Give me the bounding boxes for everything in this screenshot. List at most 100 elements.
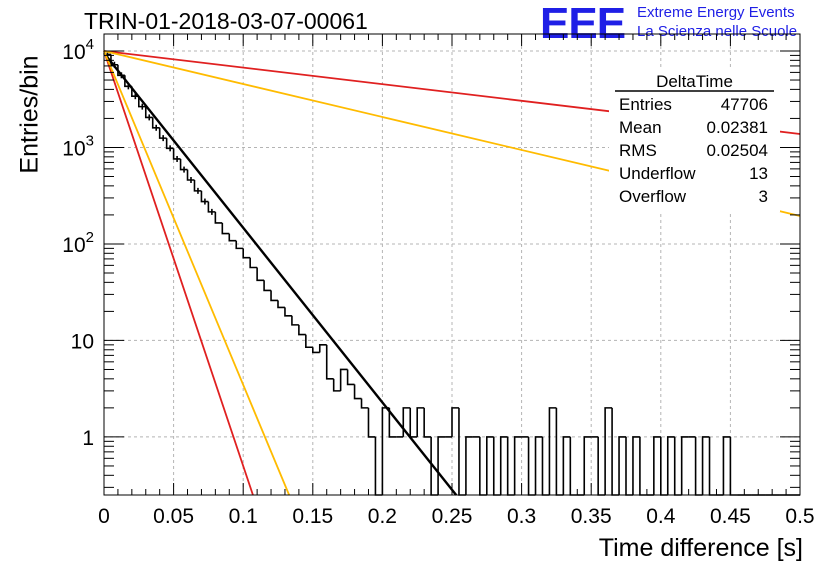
histogram-bin	[325, 344, 334, 380]
x-tick-label: 0.4	[646, 505, 676, 528]
x-axis-label: Time difference [s]	[598, 534, 803, 562]
histogram-bin	[583, 436, 592, 495]
stats-box-bg	[609, 70, 780, 212]
logo-caption: Extreme Energy Events La Scienza nelle S…	[637, 3, 797, 41]
histogram-bin	[639, 436, 647, 496]
histogram-bin	[569, 436, 578, 496]
histogram-bin	[722, 436, 731, 495]
histogram-bin	[374, 436, 383, 496]
stats-label: Underflow	[619, 164, 696, 183]
axes-ticks: 0 0.05 0.1 0.15 0.2 0.25 0.3 0.35 0.4 0.45 0.5 1 10 1…	[62, 34, 815, 528]
histogram-bin	[110, 54, 118, 66]
stats-value: 0.02504	[707, 141, 768, 160]
histogram-bin	[318, 344, 327, 353]
x-tick-label: 0.1	[229, 505, 258, 528]
x-tick-label: 0.5	[785, 505, 814, 528]
histogram-bin	[388, 407, 397, 438]
histogram-bin	[305, 334, 313, 349]
histogram-bin	[534, 436, 543, 495]
eee-logo: EEE	[540, 0, 626, 48]
stats-label: Overflow	[619, 187, 687, 206]
histogram-bin	[527, 436, 536, 496]
histogram-bin	[618, 436, 626, 495]
histogram-bin	[138, 96, 146, 108]
histogram-bin	[653, 436, 661, 495]
histogram-bin	[165, 138, 174, 150]
histogram-bin	[207, 201, 216, 213]
histogram-bin	[381, 407, 390, 495]
histogram-bin	[666, 436, 675, 495]
fit-line	[103, 52, 458, 496]
y-tick-label: 102	[62, 229, 94, 257]
x-tick-label: 0.05	[153, 505, 194, 528]
histogram-bin	[701, 436, 710, 495]
histogram-bin	[221, 222, 230, 235]
histogram-bin	[555, 407, 564, 496]
y-tick-label: 104	[62, 36, 94, 64]
histogram-bin	[332, 378, 341, 392]
histogram-bin	[277, 300, 285, 309]
histogram-bin	[562, 436, 571, 495]
histogram-bin	[541, 436, 550, 496]
histogram-bin	[360, 398, 369, 409]
histogram-bin	[249, 257, 258, 269]
histogram-bin	[423, 407, 432, 438]
stats-value: 47706	[721, 95, 768, 114]
histogram-bin	[465, 436, 473, 495]
x-tick-label: 0.15	[292, 505, 333, 528]
histogram-bin	[492, 436, 501, 496]
stats-label: RMS	[619, 141, 657, 160]
histogram-bin	[708, 436, 717, 496]
histogram-bin	[506, 436, 515, 496]
y-tick-label: 1	[82, 427, 94, 450]
histogram-bin	[298, 324, 306, 336]
logo-caption-line2: La Scienza nelle Scuole	[637, 23, 798, 40]
histogram-bin	[256, 267, 265, 282]
histogram-bin	[284, 307, 292, 317]
histogram-bin	[367, 407, 376, 438]
histogram-bin	[312, 347, 320, 354]
histogram-bin	[263, 280, 272, 292]
x-tick-label: 0.2	[368, 505, 397, 528]
chart-title: TRIN-01-2018-03-07-00061	[84, 8, 368, 34]
histogram-bin	[673, 436, 682, 496]
stats-box: DeltaTime Entries 47706 Mean 0.02381 RMS 0.025…	[609, 70, 780, 212]
stats-title: DeltaTime	[656, 72, 733, 91]
histogram-bin	[228, 233, 237, 242]
x-tick-label: 0	[98, 505, 110, 528]
histogram-bin	[437, 436, 446, 495]
histogram-bin	[625, 436, 633, 496]
histogram-bin	[604, 407, 613, 495]
histogram-bin	[416, 407, 425, 437]
histogram-bin	[611, 407, 620, 496]
x-tick-label: 0.3	[507, 505, 536, 528]
histogram-bin	[499, 436, 508, 495]
histogram-bin	[694, 436, 703, 496]
grid-lines	[104, 34, 800, 495]
stats-value: 0.02381	[707, 118, 768, 137]
y-tick-label: 10	[71, 330, 94, 353]
histogram-bin	[291, 315, 299, 326]
histogram-bin	[548, 407, 557, 495]
histogram-bin	[451, 407, 459, 437]
histogram-bin	[151, 117, 160, 129]
histogram-bin	[214, 211, 223, 224]
x-tick-label: 0.35	[571, 505, 612, 528]
histogram-bin	[339, 368, 348, 391]
stats-label: Entries	[619, 95, 672, 114]
histogram-bin	[270, 290, 278, 302]
fit-line	[103, 50, 254, 496]
fit-line	[103, 50, 290, 496]
logo-caption-line1: Extreme Energy Events	[637, 4, 795, 21]
histogram-bin	[186, 169, 195, 181]
histogram-bin	[172, 148, 181, 160]
histogram-bin	[632, 436, 640, 495]
histogram-bin	[346, 369, 355, 386]
histogram-bin	[179, 158, 188, 171]
histogram-bin	[193, 180, 202, 192]
histogram-bin	[729, 436, 738, 496]
histogram-bin	[353, 384, 362, 400]
histogram-bin	[458, 407, 466, 496]
histogram-bin	[235, 240, 244, 250]
histogram-bin	[680, 436, 689, 495]
